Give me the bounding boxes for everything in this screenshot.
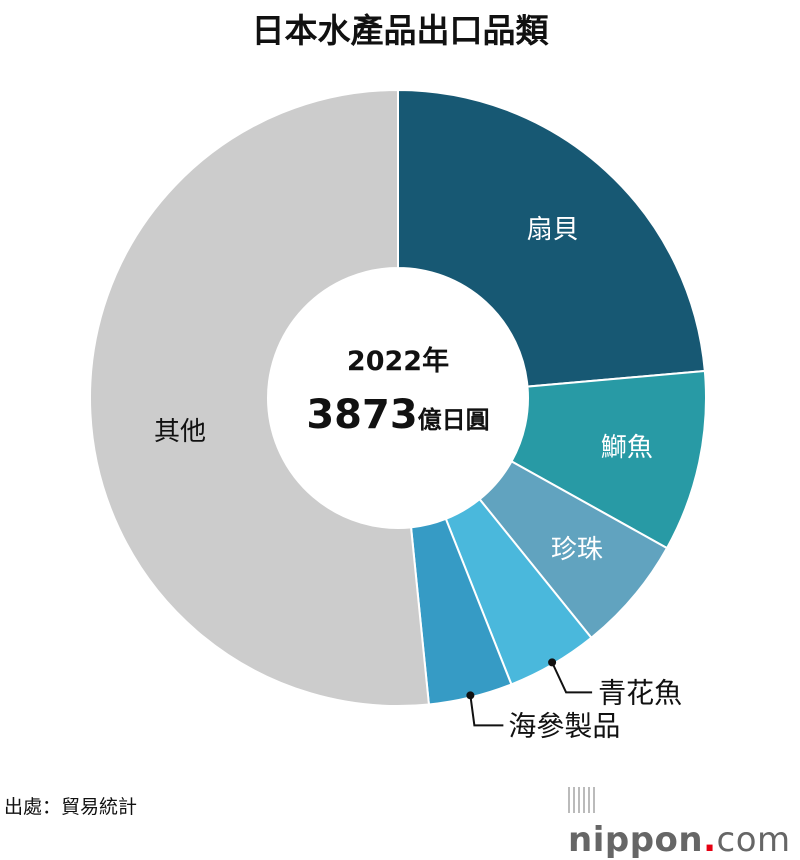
leader-dot bbox=[466, 691, 475, 700]
chart-title: 日本水產品出口品類 bbox=[251, 11, 549, 50]
center-total-number: 3873 bbox=[306, 392, 417, 438]
center-year: 2022年 bbox=[347, 345, 449, 377]
logo-name: nippon bbox=[568, 820, 704, 860]
slice-label: 扇貝 bbox=[527, 215, 579, 245]
logo-tld: com bbox=[716, 820, 791, 860]
slice-label: 珍珠 bbox=[551, 535, 603, 565]
nippon-logo: nippon.com bbox=[568, 780, 800, 860]
leader-dot bbox=[548, 658, 557, 667]
slice-label: 鰤魚 bbox=[601, 433, 653, 463]
source-note: 出處：貿易統計 bbox=[4, 796, 138, 818]
slice-0 bbox=[397, 88, 706, 388]
leader-line bbox=[551, 661, 593, 694]
slice-label: 青花魚 bbox=[598, 676, 682, 709]
logo-bars-icon bbox=[568, 787, 598, 813]
center-total-unit: 億日圓 bbox=[418, 406, 490, 434]
slice-label: 海參製品 bbox=[508, 709, 620, 742]
slice-label: 其他 bbox=[154, 417, 206, 447]
leader-line bbox=[469, 695, 504, 727]
slice-5 bbox=[89, 88, 431, 707]
logo-dot: . bbox=[703, 820, 717, 860]
center-total: 3873億日圓 bbox=[306, 392, 489, 438]
